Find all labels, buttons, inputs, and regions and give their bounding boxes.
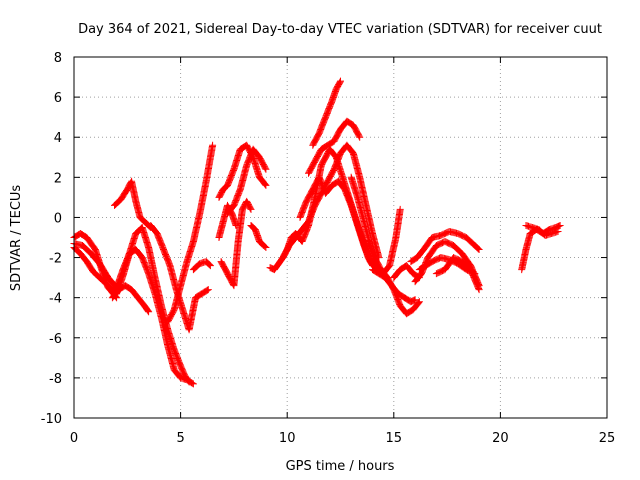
- y-tick-label: 4: [54, 131, 62, 146]
- data-track: [113, 224, 193, 386]
- data-point-marks: [189, 258, 214, 274]
- data-point-marks: [432, 254, 483, 294]
- y-tick-label: 8: [54, 51, 62, 66]
- axis-ticks: 0 5 10 15 20 25 -10 -8 -6 -4 -2 0 2 4 6 8: [41, 51, 616, 446]
- y-tick-label: -10: [41, 412, 62, 427]
- data-point-marks: [522, 222, 562, 239]
- data-track: [390, 262, 423, 282]
- data-point-marks: [164, 141, 217, 326]
- y-tick-label: -6: [49, 332, 62, 347]
- y-tick-label: -8: [49, 372, 62, 387]
- y-tick-label: 2: [54, 171, 62, 186]
- data-point-marks: [390, 262, 423, 282]
- plot-frame: [73, 56, 608, 419]
- data-track: [296, 173, 381, 274]
- data-track: [407, 228, 483, 266]
- x-tick-label: 0: [70, 431, 78, 446]
- x-axis-label: GPS time / hours: [286, 459, 395, 474]
- data-track: [217, 197, 255, 290]
- data-point-marks: [309, 77, 344, 149]
- y-tick-label: 0: [54, 211, 62, 226]
- data-point-marks: [247, 222, 270, 251]
- data-track: [247, 222, 270, 251]
- data-track: [164, 141, 217, 326]
- data-track: [111, 177, 155, 231]
- y-tick-label: -4: [49, 292, 62, 307]
- data-point-marks: [369, 266, 419, 306]
- data-point-marks: [215, 201, 240, 241]
- data-point-marks: [70, 240, 197, 388]
- chart-title: Day 364 of 2021, Sidereal Day-to-day VTE…: [78, 22, 602, 37]
- x-tick-label: 5: [176, 431, 184, 446]
- data-point-marks: [111, 177, 155, 231]
- data-point-marks: [305, 117, 364, 177]
- data-track: [70, 240, 197, 388]
- data-track: [224, 145, 270, 217]
- x-tick-label: 20: [492, 431, 509, 446]
- data-track: [432, 254, 483, 294]
- data-track: [305, 117, 364, 177]
- x-tick-label: 10: [279, 431, 296, 446]
- data-point-marks: [224, 145, 270, 217]
- data-point-marks: [407, 228, 483, 266]
- data-track: [309, 77, 344, 149]
- data-track: [189, 258, 214, 274]
- y-tick-label: -2: [49, 252, 62, 267]
- x-tick-label: 25: [599, 431, 616, 446]
- y-tick-label: 6: [54, 91, 62, 106]
- data-track: [522, 222, 562, 239]
- data-point-marks: [217, 197, 255, 290]
- data-point-marks: [296, 173, 381, 274]
- data-track: [215, 201, 240, 241]
- x-tick-label: 15: [386, 431, 403, 446]
- y-axis-label: SDTVAR / TECUs: [9, 185, 24, 292]
- data-series: [70, 77, 564, 388]
- data-track: [369, 266, 419, 306]
- data-point-marks: [113, 224, 193, 386]
